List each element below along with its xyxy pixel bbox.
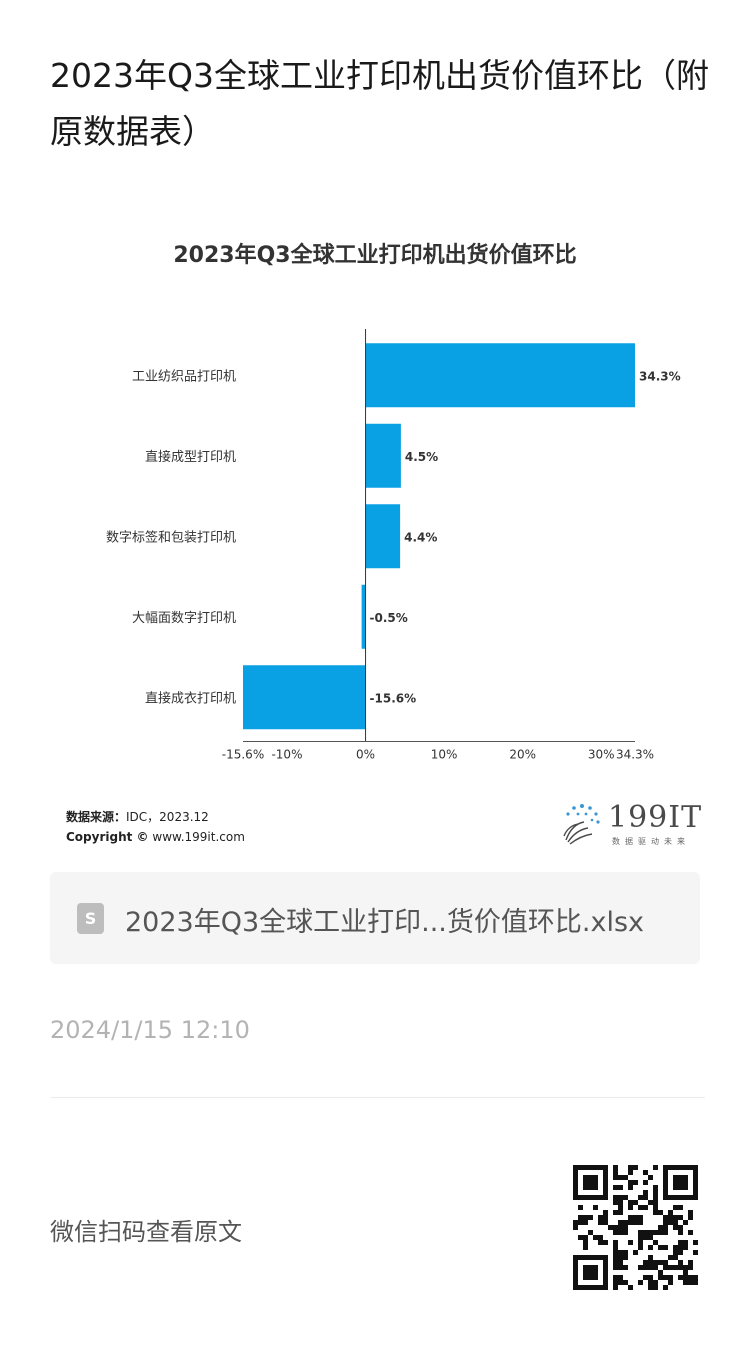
- x-tick-label: 20%: [509, 748, 536, 762]
- x-tick-label: -15.6%: [222, 748, 264, 762]
- data-label: -0.5%: [370, 611, 408, 625]
- logo-subtitle: 数据驱动未来: [612, 837, 690, 846]
- chart-bar: [365, 504, 401, 569]
- x-tick-label: 30%: [588, 748, 615, 762]
- qr-code-icon[interactable]: [573, 1165, 698, 1290]
- x-tick-label: 34.3%: [616, 748, 654, 762]
- source-note: 数据来源：IDC，2023.12 Copyright © www.199it.c…: [66, 807, 245, 847]
- chart-title: 2023年Q3全球工业打印机出货价值环比: [173, 243, 577, 268]
- data-label: 4.5%: [405, 450, 438, 464]
- chart-bar: [243, 665, 366, 730]
- chart-bar: [365, 343, 635, 408]
- brand-logo: 199IT 数据驱动未来: [558, 800, 701, 850]
- data-label: 4.4%: [404, 530, 437, 544]
- qr-label: 微信扫码查看原文: [50, 1218, 242, 1246]
- dandelion-logo-icon: [563, 804, 600, 845]
- source-label: 数据来源：: [66, 810, 127, 824]
- page-title: 2023年Q3全球工业打印机出货价值环比（附原数据表）: [50, 56, 709, 151]
- attachment-filename: 2023年Q3全球工业打印...货价值环比.xlsx: [125, 907, 644, 938]
- divider: [50, 1097, 705, 1098]
- x-tick-label: -10%: [271, 748, 302, 762]
- category-label: 工业纺织品打印机: [132, 369, 236, 384]
- logo-text: 199IT: [608, 800, 703, 835]
- category-label: 直接成衣打印机: [145, 690, 236, 706]
- copyright-label: Copyright ©: [66, 830, 149, 844]
- post-timestamp: 2024/1/15 12:10: [50, 1016, 250, 1044]
- attachment-card[interactable]: S 2023年Q3全球工业打印...货价值环比.xlsx: [50, 872, 700, 964]
- copyright-value: www.199it.com: [152, 830, 245, 844]
- category-label: 直接成型打印机: [145, 449, 236, 465]
- chart-card: 工业纺织品打印机 34.3% 直接成型打印机 4.5% 数字标签和包装打印机 4.4% 大幅…: [50, 215, 710, 855]
- spreadsheet-file-icon: S: [77, 903, 104, 934]
- source-value: IDC，2023.12: [126, 810, 209, 824]
- data-label: 34.3%: [639, 369, 681, 383]
- category-label: 大幅面数字打印机: [132, 611, 236, 626]
- chart-bar: [361, 584, 366, 649]
- x-tick-label: 0%: [356, 748, 375, 762]
- data-label: -15.6%: [370, 691, 417, 705]
- x-tick-label: 10%: [431, 748, 458, 762]
- bar-chart: 工业纺织品打印机 34.3% 直接成型打印机 4.5% 数字标签和包装打印机 4.4% 大幅…: [106, 329, 681, 762]
- category-label: 数字标签和包装打印机: [106, 529, 236, 545]
- chart-bar: [365, 423, 401, 488]
